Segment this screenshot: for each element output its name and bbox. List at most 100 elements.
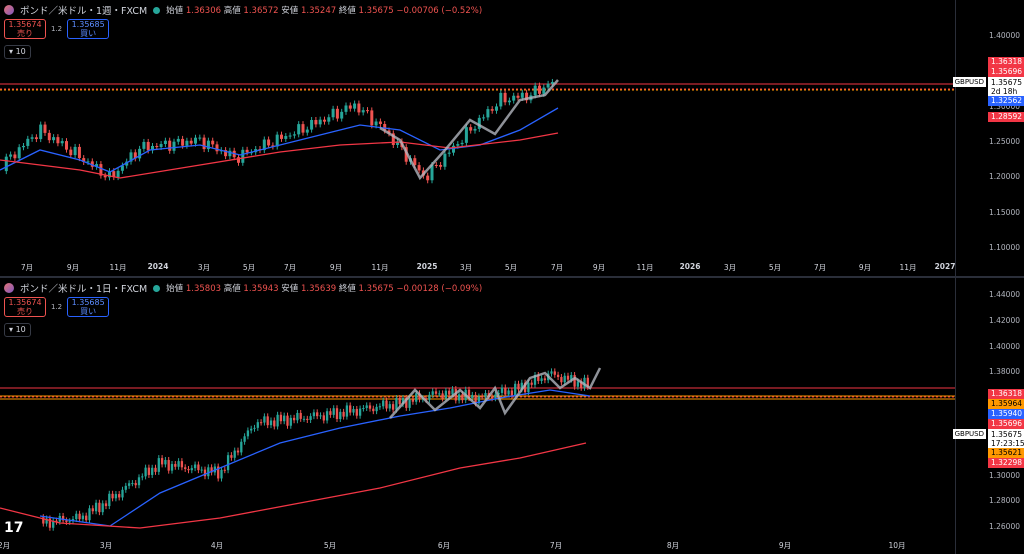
time-axis-label: 11月 [899, 263, 917, 272]
candle-body [322, 415, 325, 421]
volume-toggle[interactable]: ▾ 10 [4, 45, 31, 59]
candle-body [514, 383, 517, 396]
sell-price: 1.35674 [8, 20, 42, 29]
candle-body [283, 415, 286, 422]
price-tag: 1.35940 [988, 408, 1024, 419]
weekly-chart-pane[interactable]: 1.400001.350001.300001.250001.200001.150… [0, 0, 1024, 276]
candle-body [361, 110, 365, 113]
candle-body [556, 374, 560, 377]
daily-chart-pane[interactable]: 1.440001.420001.400001.380001.340001.320… [0, 278, 1024, 554]
ohlc-value: 1.36306 [185, 6, 224, 16]
candle-body [144, 467, 147, 477]
ohlc-value: 1.35675 [358, 6, 397, 16]
candle-body [206, 140, 210, 150]
candle-body [444, 390, 448, 399]
candle-body [358, 408, 362, 416]
candle-body [586, 377, 589, 387]
candle-body [335, 408, 339, 420]
candle-body [181, 138, 185, 146]
candle-body [428, 394, 431, 400]
candle-body [81, 515, 85, 520]
time-axis-label: 4月 [210, 541, 224, 550]
price-axis-label: 1.25000 [988, 137, 1020, 146]
time-axis-label: 2025 [416, 262, 438, 271]
ohlc-value: 1.35943 [243, 284, 282, 294]
candle-body [322, 119, 327, 122]
candle-body [542, 87, 546, 94]
candle-body [269, 420, 273, 426]
candle-body [345, 405, 349, 417]
candle-body [276, 414, 279, 427]
buy-button[interactable]: 1.35685 買い [67, 297, 110, 317]
candle-body [302, 418, 306, 420]
candle-body [184, 467, 187, 469]
time-axis-label: 7月 [550, 263, 564, 272]
candle-body [329, 411, 332, 415]
candle-body [267, 139, 271, 146]
ohlc-key: 始値 [166, 6, 186, 16]
slow-ma-line [0, 132, 559, 179]
candle-body [451, 145, 456, 153]
candle-body [90, 161, 94, 167]
pane-separator[interactable] [0, 276, 1024, 278]
tradingview-logo-icon[interactable]: 17 [4, 520, 24, 536]
candle-body [78, 513, 81, 520]
candle-body [56, 137, 60, 144]
price-tag: 1.35675 17:23:15 [988, 428, 1024, 448]
candle-body [546, 83, 550, 88]
weekly-plot-area[interactable] [0, 0, 955, 276]
candle-body [52, 137, 56, 141]
candle-body [494, 394, 497, 399]
candle-body [348, 105, 352, 109]
candle-body [150, 145, 155, 151]
candle-body [266, 416, 269, 426]
weekly-price-axis[interactable]: 1.400001.350001.300001.250001.200001.150… [952, 0, 1024, 276]
candle-body [9, 154, 13, 157]
sell-button[interactable]: 1.35674 売り [4, 297, 46, 317]
daily-price-axis[interactable]: 1.440001.420001.400001.380001.340001.320… [952, 278, 1024, 554]
candle-body [279, 134, 284, 139]
candle-body [275, 134, 279, 147]
daily-time-axis[interactable]: 2月 3月 4月 5月 6月 7月 8月 9月 10月 [0, 540, 955, 554]
candle-body [490, 396, 494, 399]
candle-body [82, 158, 86, 163]
candle-body [146, 141, 150, 151]
ohlc-value: −0.00706 (−0.52%) [396, 6, 483, 16]
candle-body [263, 416, 266, 423]
candle-body [339, 411, 342, 420]
daily-plot-area[interactable] [0, 278, 955, 554]
candle-body [443, 153, 447, 167]
candle-body [457, 394, 461, 401]
candle-body [75, 513, 78, 520]
candle-body [43, 124, 47, 133]
candle-body [357, 103, 361, 113]
candle-body [486, 109, 490, 118]
candle-body [69, 149, 73, 156]
candle-body [190, 468, 193, 471]
candle-body [461, 394, 464, 401]
time-axis-label: 7月 [283, 263, 297, 272]
candle-body [431, 391, 434, 395]
buy-button[interactable]: 1.35685 買い [67, 19, 110, 39]
volume-toggle[interactable]: ▾ 10 [4, 323, 31, 337]
candle-body [385, 400, 388, 409]
weekly-time-axis[interactable]: 7月 9月 11月 2024 3月 5月 7月 9月 11月 2025 3月 5月 7月 9月 11月 202… [0, 262, 956, 276]
candle-body [563, 375, 566, 383]
countdown: 17:23:15 [991, 438, 1024, 448]
candle-body [163, 140, 167, 145]
symbol-title[interactable]: ポンド／米ドル・1日・FXCM [20, 284, 148, 295]
time-axis-label: 5月 [768, 263, 782, 272]
candle-body [286, 415, 289, 426]
ticker-tag: GBPUSD [952, 77, 986, 88]
price-tag: 1.32298 [988, 457, 1024, 468]
candle-body [365, 110, 370, 112]
sell-button[interactable]: 1.35674 売り [4, 19, 46, 39]
time-axis-label: 3月 [723, 263, 737, 272]
candle-body [560, 376, 563, 383]
symbol-title[interactable]: ポンド／米ドル・1週・FXCM [20, 6, 148, 17]
candle-body [527, 382, 530, 393]
candle-body [120, 165, 124, 171]
candle-body [372, 408, 375, 412]
time-axis-label: 9月 [592, 263, 606, 272]
daily-legend: ポンド／米ドル・1日・FXCM 始値 1.35803 高値 1.35943 安値… [4, 281, 482, 295]
